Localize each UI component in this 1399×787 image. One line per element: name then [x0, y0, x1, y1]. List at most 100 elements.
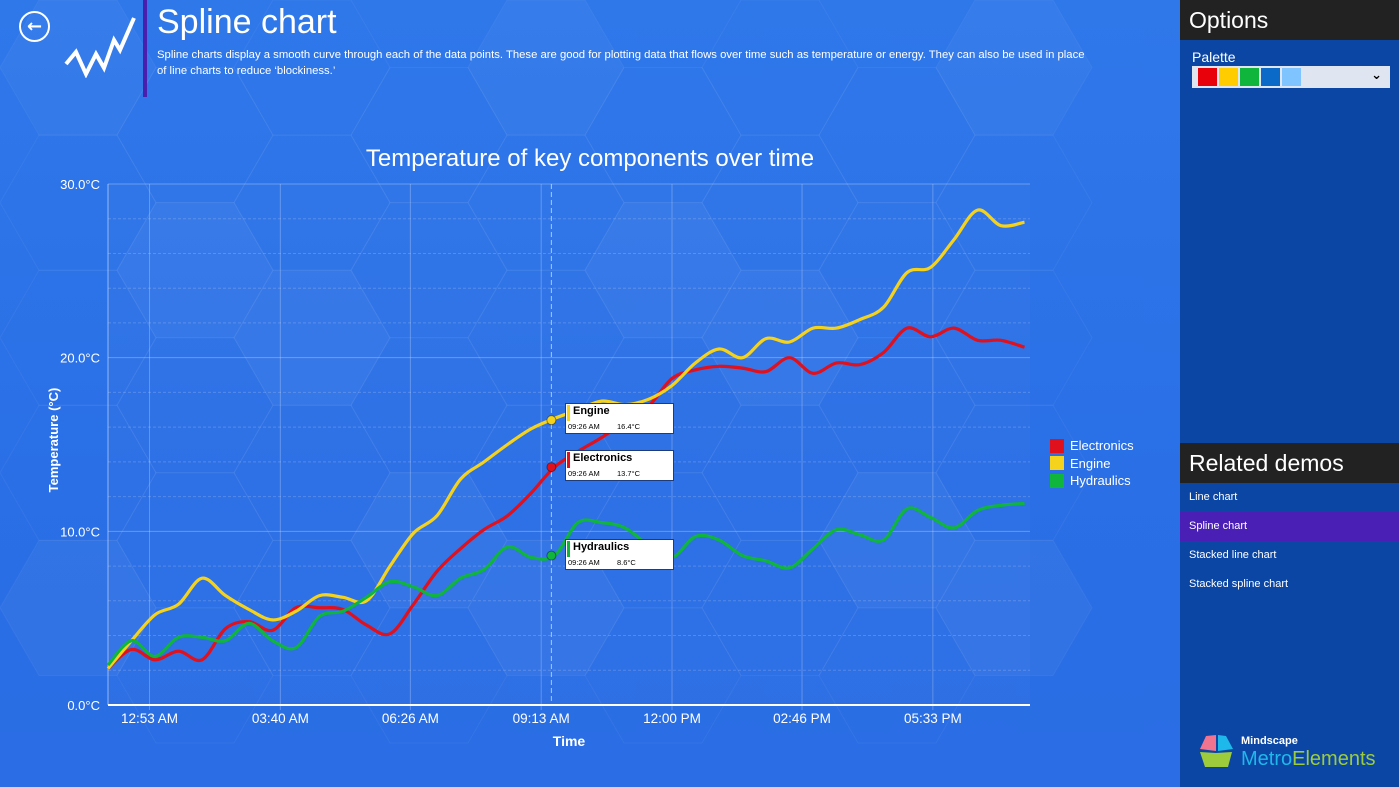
related-demos: Related demos Line chart Spline chart St…: [1180, 443, 1399, 599]
tooltip-time: 09:26 AM: [568, 558, 600, 567]
legend-swatch: [1050, 438, 1064, 453]
tooltip-value: 13.7°C: [617, 469, 641, 478]
y-tick-label: 0.0°C: [67, 698, 100, 713]
tooltip-electronics: Electronics 09:26 AM 13.7°C: [565, 450, 674, 481]
hexagon: [935, 134, 1093, 271]
x-tick-label: 05:33 PM: [904, 711, 962, 726]
hexagon-background: [0, 0, 1093, 744]
related-stacked-line-chart[interactable]: Stacked line chart: [1189, 549, 1277, 561]
spline-line-icon: [64, 17, 136, 78]
hexagon: [116, 337, 274, 474]
palette-label: Palette: [1192, 49, 1236, 65]
hexagon: [233, 539, 391, 676]
x-tick-label: 12:00 PM: [643, 711, 701, 726]
tooltip-series: Hydraulics: [573, 541, 630, 553]
hexagon: [818, 337, 976, 474]
hexagon: [935, 269, 1093, 406]
hexagon: [350, 202, 508, 339]
hexagon: [233, 134, 391, 271]
metroelements-logo: Mindscape MetroElements: [1196, 733, 1396, 773]
palette-dropdown[interactable]: ⌄: [1192, 66, 1390, 88]
logo-product-elements: Elements: [1292, 748, 1376, 770]
tooltip-series: Electronics: [573, 452, 633, 464]
hexagon: [818, 472, 976, 609]
tooltip-engine: Engine 09:26 AM 16.4°C: [565, 403, 674, 434]
related-line-chart[interactable]: Line chart: [1189, 491, 1238, 503]
related-spline-chart[interactable]: Spline chart: [1180, 512, 1399, 541]
crosshair-marker-engine: [546, 415, 557, 426]
legend-swatch: [1050, 456, 1064, 471]
hexagon: [350, 67, 508, 204]
plot-area: [108, 184, 1030, 705]
y-tick-label: 20.0°C: [60, 351, 100, 366]
y-tick-label: 30.0°C: [60, 177, 100, 192]
tooltip-time: 09:26 AM: [568, 469, 600, 478]
x-tick-label: 02:46 PM: [773, 711, 831, 726]
palette-swatch-yellow: [1219, 68, 1238, 86]
related-stacked-spline-chart[interactable]: Stacked spline chart: [1189, 578, 1289, 590]
hexagon: [233, 269, 391, 406]
tooltip-color-bar: [567, 541, 570, 557]
hexagon: [0, 404, 157, 541]
hexagon: [233, 404, 391, 541]
legend-label: Electronics: [1070, 438, 1134, 454]
palette-swatch-green: [1240, 68, 1259, 86]
x-axis-title: Time: [553, 733, 586, 749]
tooltip-color-bar: [567, 452, 570, 468]
hexagon: [116, 202, 274, 339]
palette-swatch-lightblue: [1282, 68, 1301, 86]
legend-label: Hydraulics: [1070, 473, 1131, 489]
x-tick-label: 12:53 AM: [121, 711, 178, 726]
hexagon: [0, 134, 157, 271]
hexagon: [935, 404, 1093, 541]
hexagon: [701, 269, 859, 406]
main-panel: ← Spline chart Spline charts display a s…: [0, 0, 1180, 787]
hexagon: [0, 0, 157, 136]
tooltip-value: 16.4°C: [617, 422, 641, 431]
hexagon: [584, 607, 742, 744]
hexagon: [116, 607, 274, 744]
legend-item-electronics[interactable]: Electronics: [1050, 437, 1134, 455]
legend-item-engine[interactable]: Engine: [1050, 455, 1134, 473]
logo-brand: Mindscape: [1241, 735, 1298, 747]
sidebar: Options Palette ⌄ Related demos Line cha…: [1180, 0, 1399, 787]
x-tick-label: 09:13 AM: [513, 711, 570, 726]
chart-legend: Electronics Engine Hydraulics: [1050, 437, 1134, 490]
tooltip-value: 8.6°C: [617, 558, 636, 567]
hexagon: [584, 202, 742, 339]
hexagon: [701, 539, 859, 676]
hexagon: [935, 0, 1093, 136]
hexagon: [0, 539, 157, 676]
logo-mark-icon: [1200, 735, 1233, 767]
spline-chart: 0.0°C 10.0°C 20.0°C 30.0°C 12:53 AM 03:40 AM 0…: [46, 145, 1030, 749]
related-heading: Related demos: [1180, 443, 1399, 483]
options-heading: Options: [1180, 0, 1399, 40]
hexagon: [467, 0, 625, 136]
back-button[interactable]: ←: [19, 11, 50, 42]
hexagon: [818, 67, 976, 204]
hexagon: [701, 0, 859, 136]
hexagon: [350, 607, 508, 744]
page-title: Spline chart: [157, 3, 337, 41]
crosshair-marker-hydraulics: [546, 550, 557, 561]
x-tick-label: 06:26 AM: [382, 711, 439, 726]
title-accent-bar: [143, 0, 147, 97]
tooltip-time: 09:26 AM: [568, 422, 600, 431]
hexagon: [233, 0, 391, 136]
legend-item-hydraulics[interactable]: Hydraulics: [1050, 472, 1134, 490]
chevron-down-icon: ⌄: [1371, 68, 1382, 83]
hexagon: [467, 134, 625, 271]
hexagon: [701, 134, 859, 271]
hexagon: [116, 67, 274, 204]
y-tick-label: 10.0°C: [60, 524, 100, 539]
hexagon: [584, 67, 742, 204]
y-axis-title: Temperature (°C): [46, 388, 61, 493]
legend-swatch: [1050, 473, 1064, 488]
hexagon: [0, 269, 157, 406]
tooltip-color-bar: [567, 405, 570, 421]
hexagon: [701, 404, 859, 541]
page-description: Spline charts display a smooth curve thr…: [157, 49, 1085, 77]
hexagon: [818, 607, 976, 744]
arrow-left-icon: ←: [26, 16, 43, 37]
tooltip-series: Engine: [573, 405, 610, 417]
